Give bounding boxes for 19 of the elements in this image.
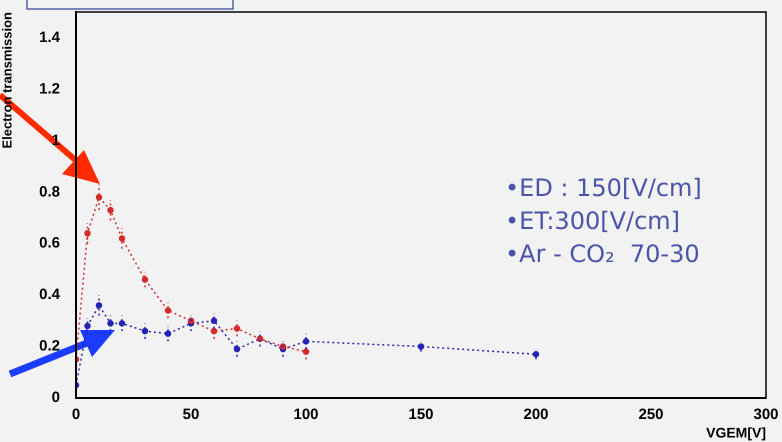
annotation: •ET:300[V/cm] xyxy=(505,206,682,237)
x-tick-label: 100 xyxy=(293,406,319,424)
x-tick-label: 300 xyxy=(753,406,779,424)
x-tick-label: 250 xyxy=(638,406,664,424)
y-tick-label: 0.4 xyxy=(39,286,61,304)
annotation: •Ar - CO₂ 70-30 xyxy=(505,239,701,270)
y-tick-label: 0.6 xyxy=(39,234,60,252)
annotation: •ED : 150[V/cm] xyxy=(505,173,702,204)
y-tick-label: 0.8 xyxy=(39,183,60,200)
y-tick-label: 0 xyxy=(52,389,60,406)
x-tick-label: 0 xyxy=(72,406,80,424)
y-tick-label: 1.2 xyxy=(39,80,60,98)
x-tick-label: 150 xyxy=(408,406,434,424)
y-tick-label: 0.2 xyxy=(39,338,60,355)
y-axis-title: Electron transmission xyxy=(0,12,14,149)
x-axis-title: VGEM[V] xyxy=(706,424,766,440)
x-tick-label: 200 xyxy=(523,406,549,424)
x-tick-label: 50 xyxy=(182,406,200,424)
y-tick-label: 1.4 xyxy=(39,28,61,46)
